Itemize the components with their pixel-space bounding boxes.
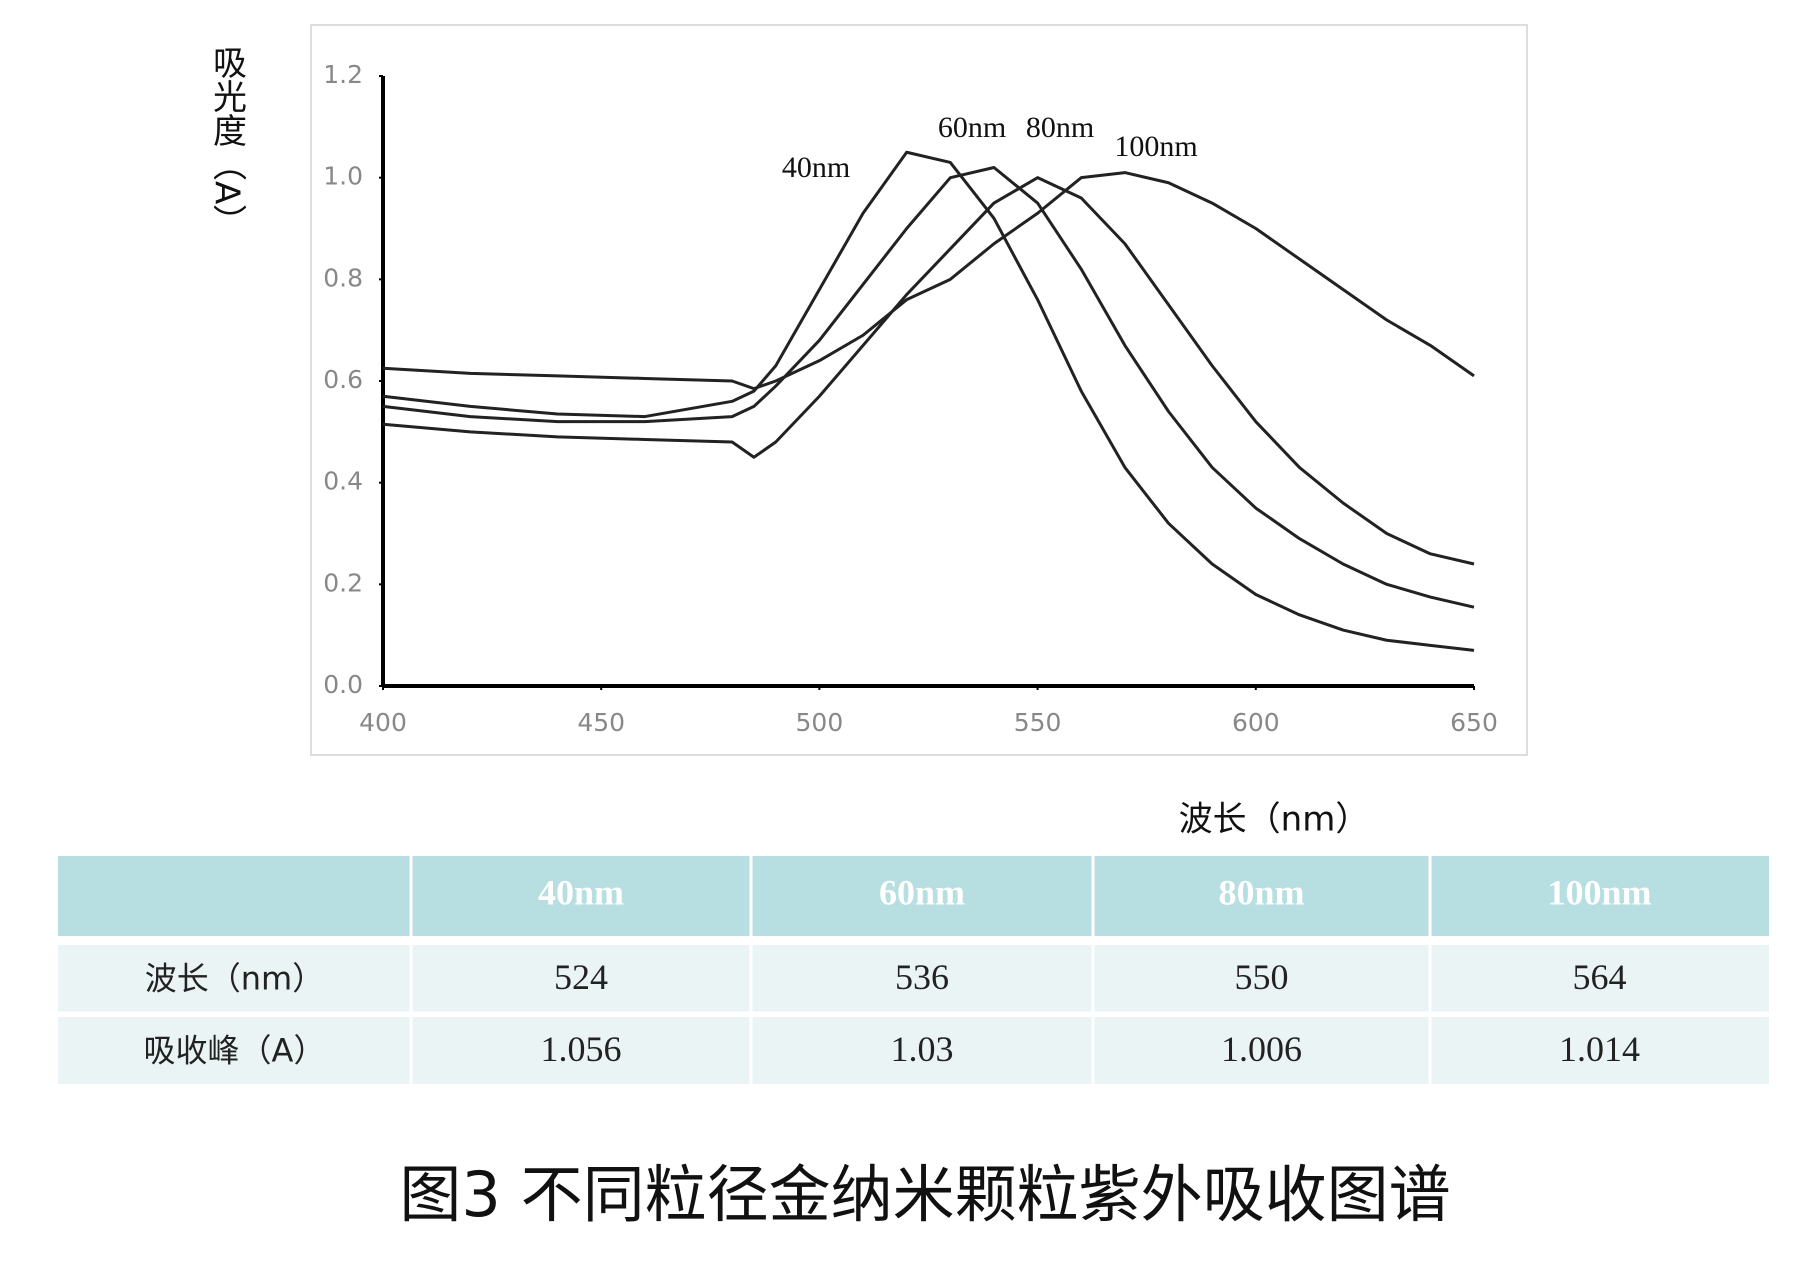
table-cell: 550 xyxy=(1235,957,1289,997)
table-cell: 1.056 xyxy=(541,1029,622,1069)
y-tick-label: 0.4 xyxy=(323,467,363,496)
chart-frame xyxy=(310,24,1528,756)
series-label: 40nm xyxy=(782,151,850,184)
table-row-bg xyxy=(58,945,1769,1012)
table-cell: 536 xyxy=(895,957,949,997)
table-cell: 1.03 xyxy=(891,1029,954,1069)
x-tick-label: 500 xyxy=(796,708,844,737)
table-cell: 1.014 xyxy=(1559,1029,1640,1069)
table-header-cell: 100nm xyxy=(1547,872,1651,912)
x-tick-label: 450 xyxy=(577,708,625,737)
x-tick-label: 650 xyxy=(1450,708,1498,737)
y-tick-label: 0.6 xyxy=(323,365,363,394)
table-cell: 1.006 xyxy=(1221,1029,1302,1069)
x-tick-label: 400 xyxy=(359,708,407,737)
series-label: 60nm xyxy=(938,111,1006,144)
table-header-cell: 80nm xyxy=(1218,872,1304,912)
table-header-bg xyxy=(58,856,1769,936)
table-header-cell: 40nm xyxy=(538,872,624,912)
caption: 图3 不同粒径金纳米颗粒紫外吸收图谱 xyxy=(399,1158,1450,1231)
x-tick-label: 550 xyxy=(1014,708,1062,737)
table-cell: 524 xyxy=(554,957,608,997)
table-row-bg xyxy=(58,1017,1769,1084)
series-line xyxy=(382,166,1475,609)
y-tick-label: 1.0 xyxy=(323,162,363,191)
y-tick-label: 1.2 xyxy=(323,60,363,89)
series-label: 80nm xyxy=(1026,111,1094,144)
x-axis-title: 波长（nm） xyxy=(1179,800,1370,840)
table-cell: 564 xyxy=(1573,957,1627,997)
series-line xyxy=(382,150,1475,652)
x-tick-label: 600 xyxy=(1232,708,1280,737)
y-axis-title: 吸光度（A） xyxy=(207,45,247,238)
series-line xyxy=(382,171,1475,391)
table-header-cell: 60nm xyxy=(879,872,965,912)
table-cell: 吸收峰（A） xyxy=(144,1032,326,1070)
series-label: 100nm xyxy=(1114,130,1197,163)
table-cell: 波长（nm） xyxy=(145,960,324,998)
y-tick-label: 0.8 xyxy=(323,263,363,292)
y-tick-label: 0.0 xyxy=(323,670,363,699)
series-line xyxy=(382,176,1475,566)
y-tick-label: 0.2 xyxy=(323,568,363,597)
